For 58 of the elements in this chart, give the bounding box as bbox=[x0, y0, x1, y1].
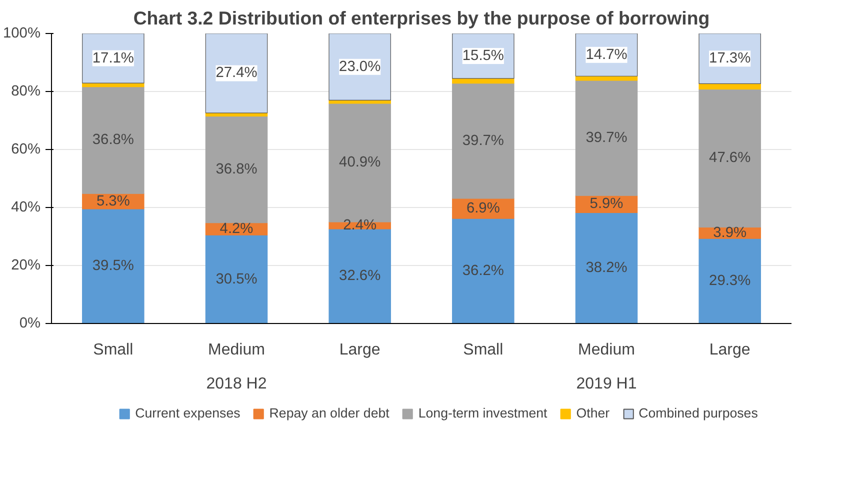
data-label: 30.5% bbox=[216, 271, 258, 288]
legend-label: Other bbox=[576, 406, 610, 420]
legend-label: Current expenses bbox=[135, 406, 240, 420]
data-label: 39.7% bbox=[586, 130, 628, 146]
data-label: 47.6% bbox=[709, 150, 751, 166]
bar bbox=[82, 86, 144, 194]
data-label: 5.3% bbox=[96, 193, 130, 210]
bar bbox=[205, 34, 268, 114]
data-label: 4.2% bbox=[220, 220, 254, 237]
data-label: 2.4% bbox=[343, 217, 377, 234]
data-label: 40.9% bbox=[339, 154, 381, 171]
legend-label: Repay an older debt bbox=[269, 406, 390, 420]
text: 2018 H2 bbox=[206, 376, 267, 392]
y-tick-label: 0% bbox=[19, 316, 41, 332]
data-label: 17.1% bbox=[92, 50, 134, 66]
bar bbox=[698, 83, 761, 90]
data-label: 27.4% bbox=[216, 65, 258, 82]
x-tick-label: Medium bbox=[208, 342, 265, 358]
x-tick-label: Small bbox=[93, 342, 134, 358]
data-label: 36.8% bbox=[216, 162, 258, 178]
data-label: 14.7% bbox=[586, 46, 628, 63]
bar bbox=[205, 116, 268, 224]
data-label: 38.2% bbox=[586, 260, 628, 276]
bar bbox=[698, 88, 761, 228]
data-label: 39.7% bbox=[462, 132, 504, 149]
y-tick-label: 100% bbox=[3, 26, 41, 42]
legend-label: Combined purposes bbox=[638, 406, 758, 420]
data-label: 17.3% bbox=[709, 50, 751, 67]
bar bbox=[328, 228, 391, 324]
bar bbox=[82, 208, 144, 324]
data-label: 5.9% bbox=[590, 196, 624, 212]
y-tick-label: 80% bbox=[11, 84, 41, 100]
chart-title: Chart 3.2 Distribution of enterprises by the purpose of borrowing bbox=[133, 8, 710, 28]
x-tick-label: Medium bbox=[578, 342, 635, 358]
bar bbox=[575, 80, 638, 196]
y-tick-label: 20% bbox=[11, 258, 41, 274]
data-label: 3.9% bbox=[713, 224, 747, 241]
data-label: 36.2% bbox=[462, 263, 504, 280]
x-tick-label: Large bbox=[339, 342, 380, 358]
data-label: 23.0% bbox=[339, 58, 381, 75]
bar bbox=[205, 234, 268, 324]
data-label: 15.5% bbox=[462, 48, 504, 64]
bar bbox=[575, 76, 638, 81]
legend-label: Long-term investment bbox=[418, 406, 548, 420]
bar bbox=[698, 238, 761, 324]
y-tick-label: 60% bbox=[11, 142, 41, 158]
x-tick-label: Large bbox=[709, 342, 750, 358]
data-label: 32.6% bbox=[339, 268, 381, 284]
data-label: 39.5% bbox=[92, 258, 134, 274]
text: 2019 H1 bbox=[576, 376, 637, 392]
data-label: 36.8% bbox=[92, 132, 134, 148]
bar bbox=[452, 218, 514, 324]
data-label: 29.3% bbox=[709, 273, 751, 290]
y-tick-label: 40% bbox=[11, 200, 41, 216]
bar bbox=[452, 83, 514, 199]
data-label: 6.9% bbox=[466, 200, 500, 217]
x-tick-label: Small bbox=[463, 342, 504, 358]
bar bbox=[575, 212, 638, 324]
